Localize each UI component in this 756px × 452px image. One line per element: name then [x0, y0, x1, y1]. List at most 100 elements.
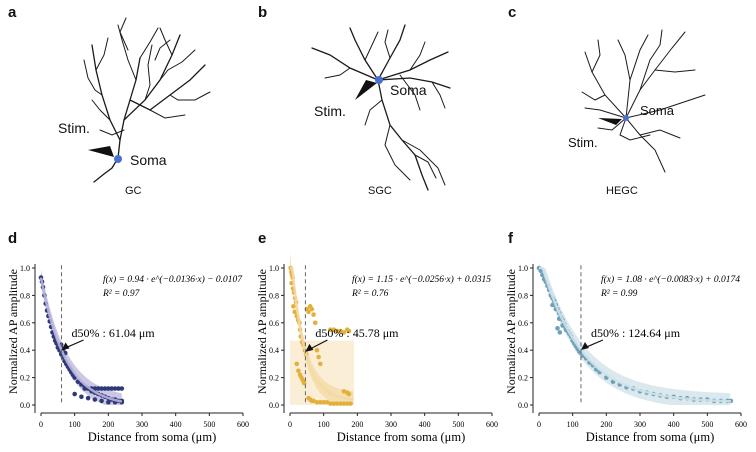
x-tick-label: 100: [567, 420, 579, 429]
x-tick-label: 300: [634, 420, 646, 429]
data-point: [85, 395, 91, 401]
data-point: [309, 398, 315, 404]
y-tick-label: 0.2: [20, 374, 30, 383]
x-tick-label: 0: [537, 420, 541, 429]
x-tick-label: 300: [385, 420, 397, 429]
x-axis-label: Distance from soma (μm): [88, 430, 217, 444]
x-tick-label: 200: [351, 420, 363, 429]
data-point: [292, 309, 298, 315]
y-tick-label: 1.0: [269, 264, 279, 273]
data-point: [344, 401, 350, 406]
data-point: [291, 304, 296, 309]
x-tick-label: 400: [419, 420, 431, 429]
fit-curve: [539, 266, 731, 403]
data-point: [106, 386, 111, 391]
y-tick-label: 0.6: [20, 319, 30, 328]
y-tick-label: 0.2: [518, 374, 528, 383]
x-tick-label: 100: [69, 420, 81, 429]
x-tick-label: 500: [203, 420, 215, 429]
data-point: [102, 386, 108, 391]
y-tick-label: 0.4: [518, 346, 528, 355]
soma-label-a: Soma: [130, 152, 167, 168]
neuron-hegc: [581, 29, 706, 173]
y-tick-label: 0.8: [20, 291, 30, 300]
y-tick-label: 0.0: [518, 401, 528, 410]
data-point: [328, 401, 333, 406]
fit-equation: f(x) = 1.15 · e^(−0.0256·x) + 0.0315: [352, 274, 491, 285]
neuron-gc: [83, 17, 211, 183]
x-axis-label: Distance from soma (μm): [586, 430, 715, 444]
y-tick-label: 0.8: [518, 291, 528, 300]
x-tick-label: 300: [136, 420, 148, 429]
y-axis-label: Normalized AP amplitude: [255, 269, 269, 394]
data-point: [306, 309, 311, 315]
data-point: [346, 328, 352, 334]
data-point: [334, 401, 340, 406]
data-point: [309, 306, 315, 312]
data-point: [116, 386, 121, 391]
x-tick-label: 600: [486, 420, 498, 429]
x-tick-label: 500: [701, 420, 713, 429]
data-point: [331, 401, 337, 406]
data-point: [314, 347, 320, 353]
fit-curve: [39, 277, 123, 403]
x-tick-label: 400: [668, 420, 680, 429]
fit-equation: f(x) = 0.94 · e^(−0.0136·x) − 0.0107: [103, 274, 243, 285]
data-point: [95, 386, 101, 391]
d50-arrowhead: [61, 342, 70, 351]
y-tick-label: 0.0: [20, 401, 30, 410]
data-point: [92, 397, 98, 402]
data-point: [318, 399, 323, 405]
neuron-sgc: [311, 24, 451, 191]
stim-label-a: Stim.: [58, 120, 90, 136]
data-point: [99, 386, 104, 391]
stim-label-c: Stim.: [568, 135, 598, 150]
x-tick-label: 200: [102, 420, 114, 429]
data-point: [72, 391, 77, 397]
x-tick-label: 100: [318, 420, 330, 429]
x-axis-label: Distance from soma (μm): [337, 430, 466, 444]
data-point: [312, 320, 318, 326]
data-point: [557, 330, 563, 335]
y-tick-label: 0.6: [269, 319, 279, 328]
x-tick-label: 400: [170, 420, 182, 429]
y-axis-label: Normalized AP amplitude: [6, 269, 20, 394]
data-point: [341, 330, 347, 335]
y-tick-label: 1.0: [518, 264, 528, 273]
panel-label-b: b: [258, 4, 268, 21]
data-point: [112, 386, 118, 391]
data-point: [346, 391, 352, 397]
d50-arrowhead: [305, 343, 314, 352]
cell-name-hegc: HEGC: [606, 185, 638, 197]
data-point: [316, 354, 321, 360]
data-point: [106, 399, 111, 405]
y-axis-label: Normalized AP amplitude: [504, 269, 518, 394]
y-tick-label: 0.6: [518, 319, 528, 328]
x-tick-label: 0: [288, 420, 292, 429]
data-point: [119, 386, 125, 391]
data-point: [296, 368, 301, 374]
data-point: [301, 380, 307, 386]
y-tick-label: 0.4: [20, 346, 30, 355]
data-point: [82, 386, 88, 391]
data-point: [328, 327, 333, 332]
cell-name-sgc: SGC: [368, 185, 392, 197]
y-tick-label: 1.0: [20, 264, 30, 273]
d50-label: d50% : 45.78 μm: [315, 326, 399, 340]
data-point: [99, 398, 104, 404]
data-point: [311, 312, 316, 317]
d50-arrowhead: [580, 342, 589, 351]
data-point: [294, 361, 300, 367]
data-point: [538, 268, 543, 274]
data-point: [109, 386, 114, 391]
soma-label-b: Soma: [390, 82, 427, 98]
fit-curve: [290, 266, 354, 401]
panel-label-e: e: [258, 230, 267, 247]
cell-name-gc: GC: [125, 185, 142, 197]
panel-label-f: f: [508, 230, 513, 247]
r-squared: R² = 0.76: [351, 289, 389, 299]
soma-label-c: Soma: [640, 103, 674, 118]
